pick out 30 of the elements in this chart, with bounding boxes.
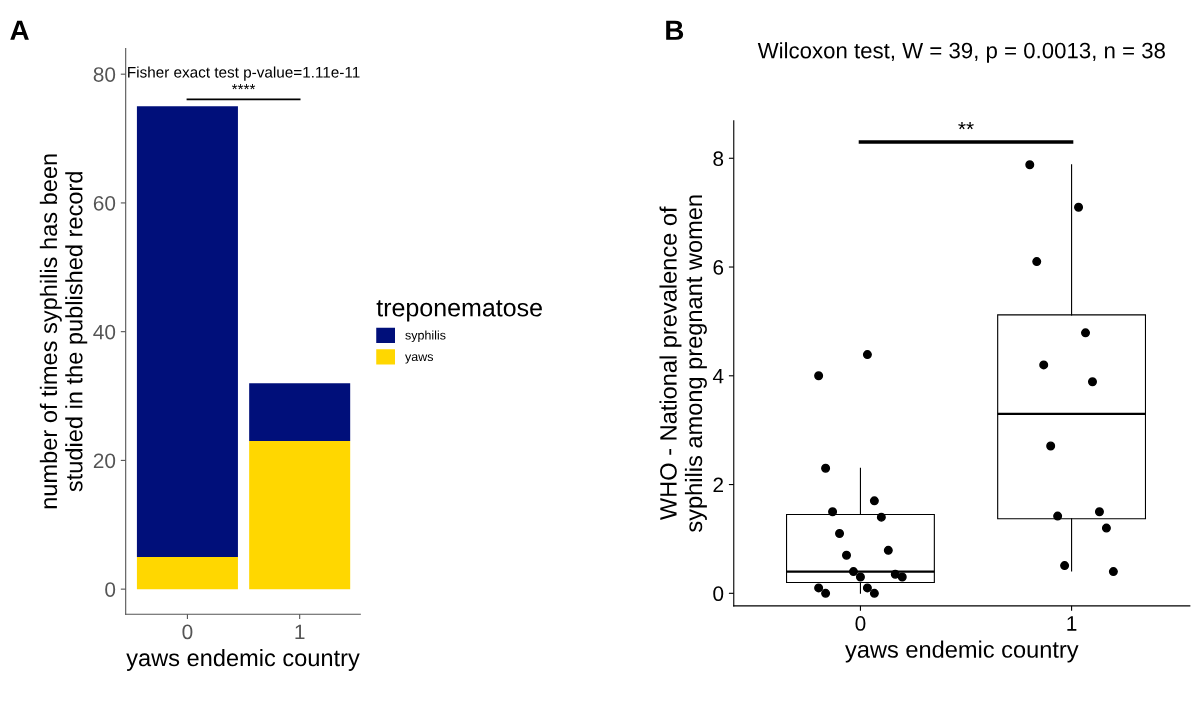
y-tick-label: 60 [93,195,116,211]
x-axis-title: yaws endemic country [126,648,360,671]
y-tick-label: 0 [713,586,724,602]
x-tick-label: 1 [1067,616,1077,631]
y-axis-title: number of times syphilis has been studied in the published record [39,154,88,509]
x-tick-label: 1 [295,624,305,640]
x-tick-label: 0 [855,616,866,631]
legend-title: treponematose [376,300,542,322]
y-tick-label: 0 [105,582,116,597]
y-tick-label: 8 [713,151,724,167]
y-tick-label: 20 [93,453,116,469]
annotation: **** [231,83,256,90]
x-axis-title: yaws endemic country [845,640,1079,663]
y-tick-label: 40 [93,324,116,340]
bar [136,556,238,590]
y-tick-label: 2 [713,477,723,493]
y-tick-label: 80 [93,67,116,82]
bar [249,441,351,590]
x-tick-label: 0 [182,624,193,640]
chart-title: Wilcoxon test, W = 39, p = 0.0013, n = 38 [757,42,1165,63]
text: A [10,20,29,40]
legend-label: yaws [405,354,434,364]
legend-label: syphilis [405,330,446,343]
annotation: Fisher exact test p-value=1.11e-11 [128,66,360,81]
y-axis-title: WHO - National prevalence of syphilis among pregnant women [659,195,707,532]
y-tick-label: 4 [712,369,724,384]
annotation: ** [958,121,974,130]
y-tick-label: 6 [713,260,724,275]
bar [249,383,351,442]
text: B [666,20,684,40]
